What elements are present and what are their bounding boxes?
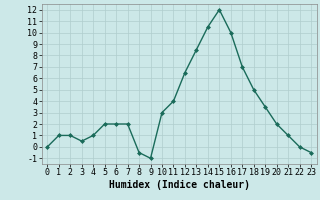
X-axis label: Humidex (Indice chaleur): Humidex (Indice chaleur) [109,180,250,190]
